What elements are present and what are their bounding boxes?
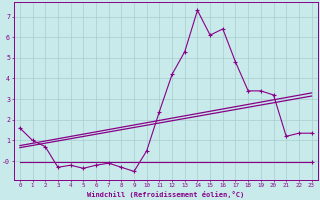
X-axis label: Windchill (Refroidissement éolien,°C): Windchill (Refroidissement éolien,°C) <box>87 191 244 198</box>
